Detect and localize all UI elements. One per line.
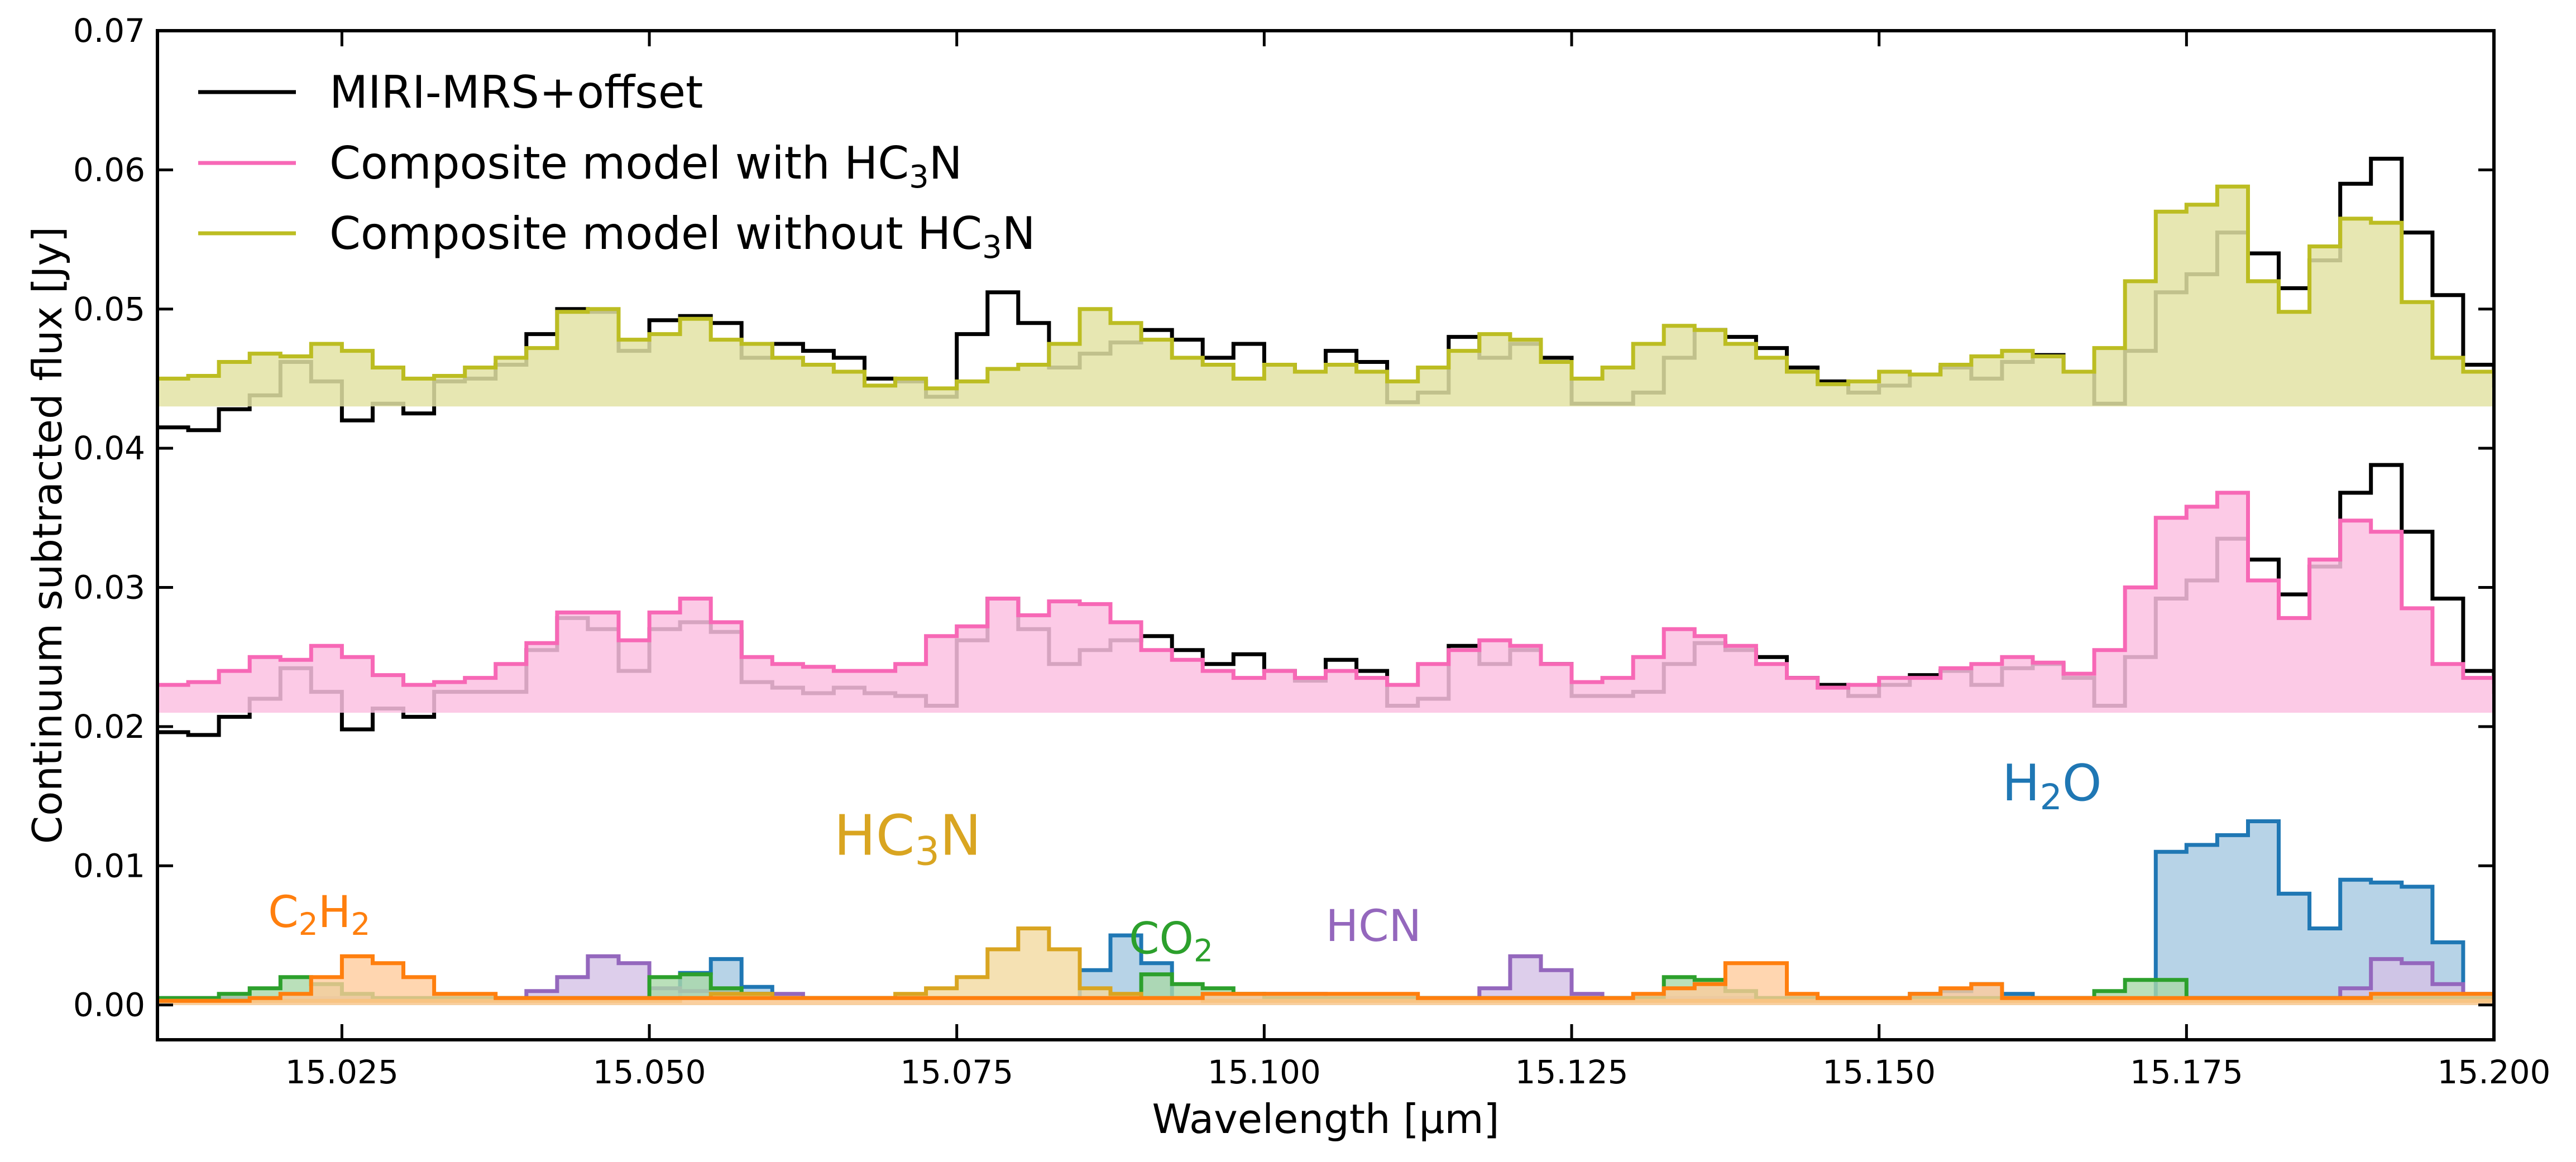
legend-label-tail: N — [1002, 208, 1036, 260]
annotation-text: H — [2002, 754, 2040, 813]
annotation-text: H — [318, 887, 351, 938]
annotation-subscript: 2 — [299, 906, 318, 942]
x-tick-label: 15.150 — [1822, 1053, 1936, 1091]
annotation-subscript: 2 — [1194, 933, 1213, 968]
y-tick-label: 0.03 — [73, 569, 145, 607]
x-axis-title: Wavelength [μm] — [1152, 1096, 1499, 1142]
y-tick-label: 0.05 — [73, 290, 145, 328]
x-tick-label: 15.050 — [593, 1053, 706, 1091]
annotation-text: C — [268, 887, 298, 938]
y-tick-label: 0.02 — [73, 708, 145, 746]
annotation-c2h2: C2H2 — [268, 887, 370, 942]
x-tick-label: 15.175 — [2130, 1053, 2243, 1091]
legend-label: Composite model with HC3N — [329, 137, 963, 195]
annotation-text: HC — [834, 803, 914, 868]
annotation-hcn: HCN — [1326, 901, 1421, 952]
y-tick-label: 0.00 — [73, 986, 145, 1024]
x-tick-label: 15.075 — [900, 1053, 1013, 1091]
x-tick-label: 15.125 — [1515, 1053, 1629, 1091]
annotation-text: O — [2062, 754, 2102, 813]
x-tick-label: 15.200 — [2438, 1053, 2551, 1091]
annotation-subscript: 3 — [914, 828, 940, 874]
annotation-text: CO — [1129, 914, 1194, 964]
annotation-text: HCN — [1326, 901, 1421, 952]
legend-label-main: MIRI-MRS+offset — [329, 66, 703, 118]
axes: 15.025 15.050 15.075 15.100 15.125 15.150 15.1… — [73, 12, 2551, 1091]
annotation-co2: CO2 — [1129, 914, 1213, 968]
legend-label-tail: N — [929, 137, 963, 189]
annotation-hc3n: HC3N — [834, 803, 981, 874]
x-tick-label: 15.100 — [1208, 1053, 1321, 1091]
series-line-composite-model-with-hc3n — [157, 491, 2494, 690]
series-c2h2-8 — [157, 954, 2494, 1005]
annotation-text: N — [940, 803, 981, 868]
y-tick-label: 0.07 — [73, 12, 145, 50]
y-tick-label: 0.06 — [73, 151, 145, 189]
annotation-subscript: 2 — [2040, 777, 2062, 818]
legend-label: MIRI-MRS+offset — [329, 66, 703, 118]
annotation-subscript: 2 — [351, 906, 370, 942]
y-tick-label: 0.01 — [73, 847, 145, 885]
legend-label-subscript: 3 — [982, 229, 1002, 266]
legend-label-subscript: 3 — [909, 159, 929, 195]
y-axis-title: Continuum subtracted flux [Jy] — [24, 227, 71, 844]
legend-label-main: Composite model without HC — [329, 208, 982, 260]
x-tick-label: 15.025 — [285, 1053, 399, 1091]
axes-frame — [156, 29, 2496, 1041]
series-line-c2h2 — [157, 954, 2494, 1003]
series-line-composite-model-without-hc3n — [157, 184, 2494, 391]
series-fill-composite-model-without-hc3n — [157, 186, 2494, 407]
y-tick-label: 0.04 — [73, 429, 145, 467]
legend-label: Composite model without HC3N — [329, 208, 1036, 266]
annotation-h2o: H2O — [2002, 754, 2102, 818]
series-fill-h2o — [157, 821, 2494, 1005]
series-composite-model-without-hc3n-1 — [157, 184, 2494, 407]
series-composite-model-with-hc3n-3 — [157, 491, 2494, 713]
legend-label-main: Composite model with HC — [329, 137, 909, 189]
plot-area — [157, 156, 2494, 1005]
